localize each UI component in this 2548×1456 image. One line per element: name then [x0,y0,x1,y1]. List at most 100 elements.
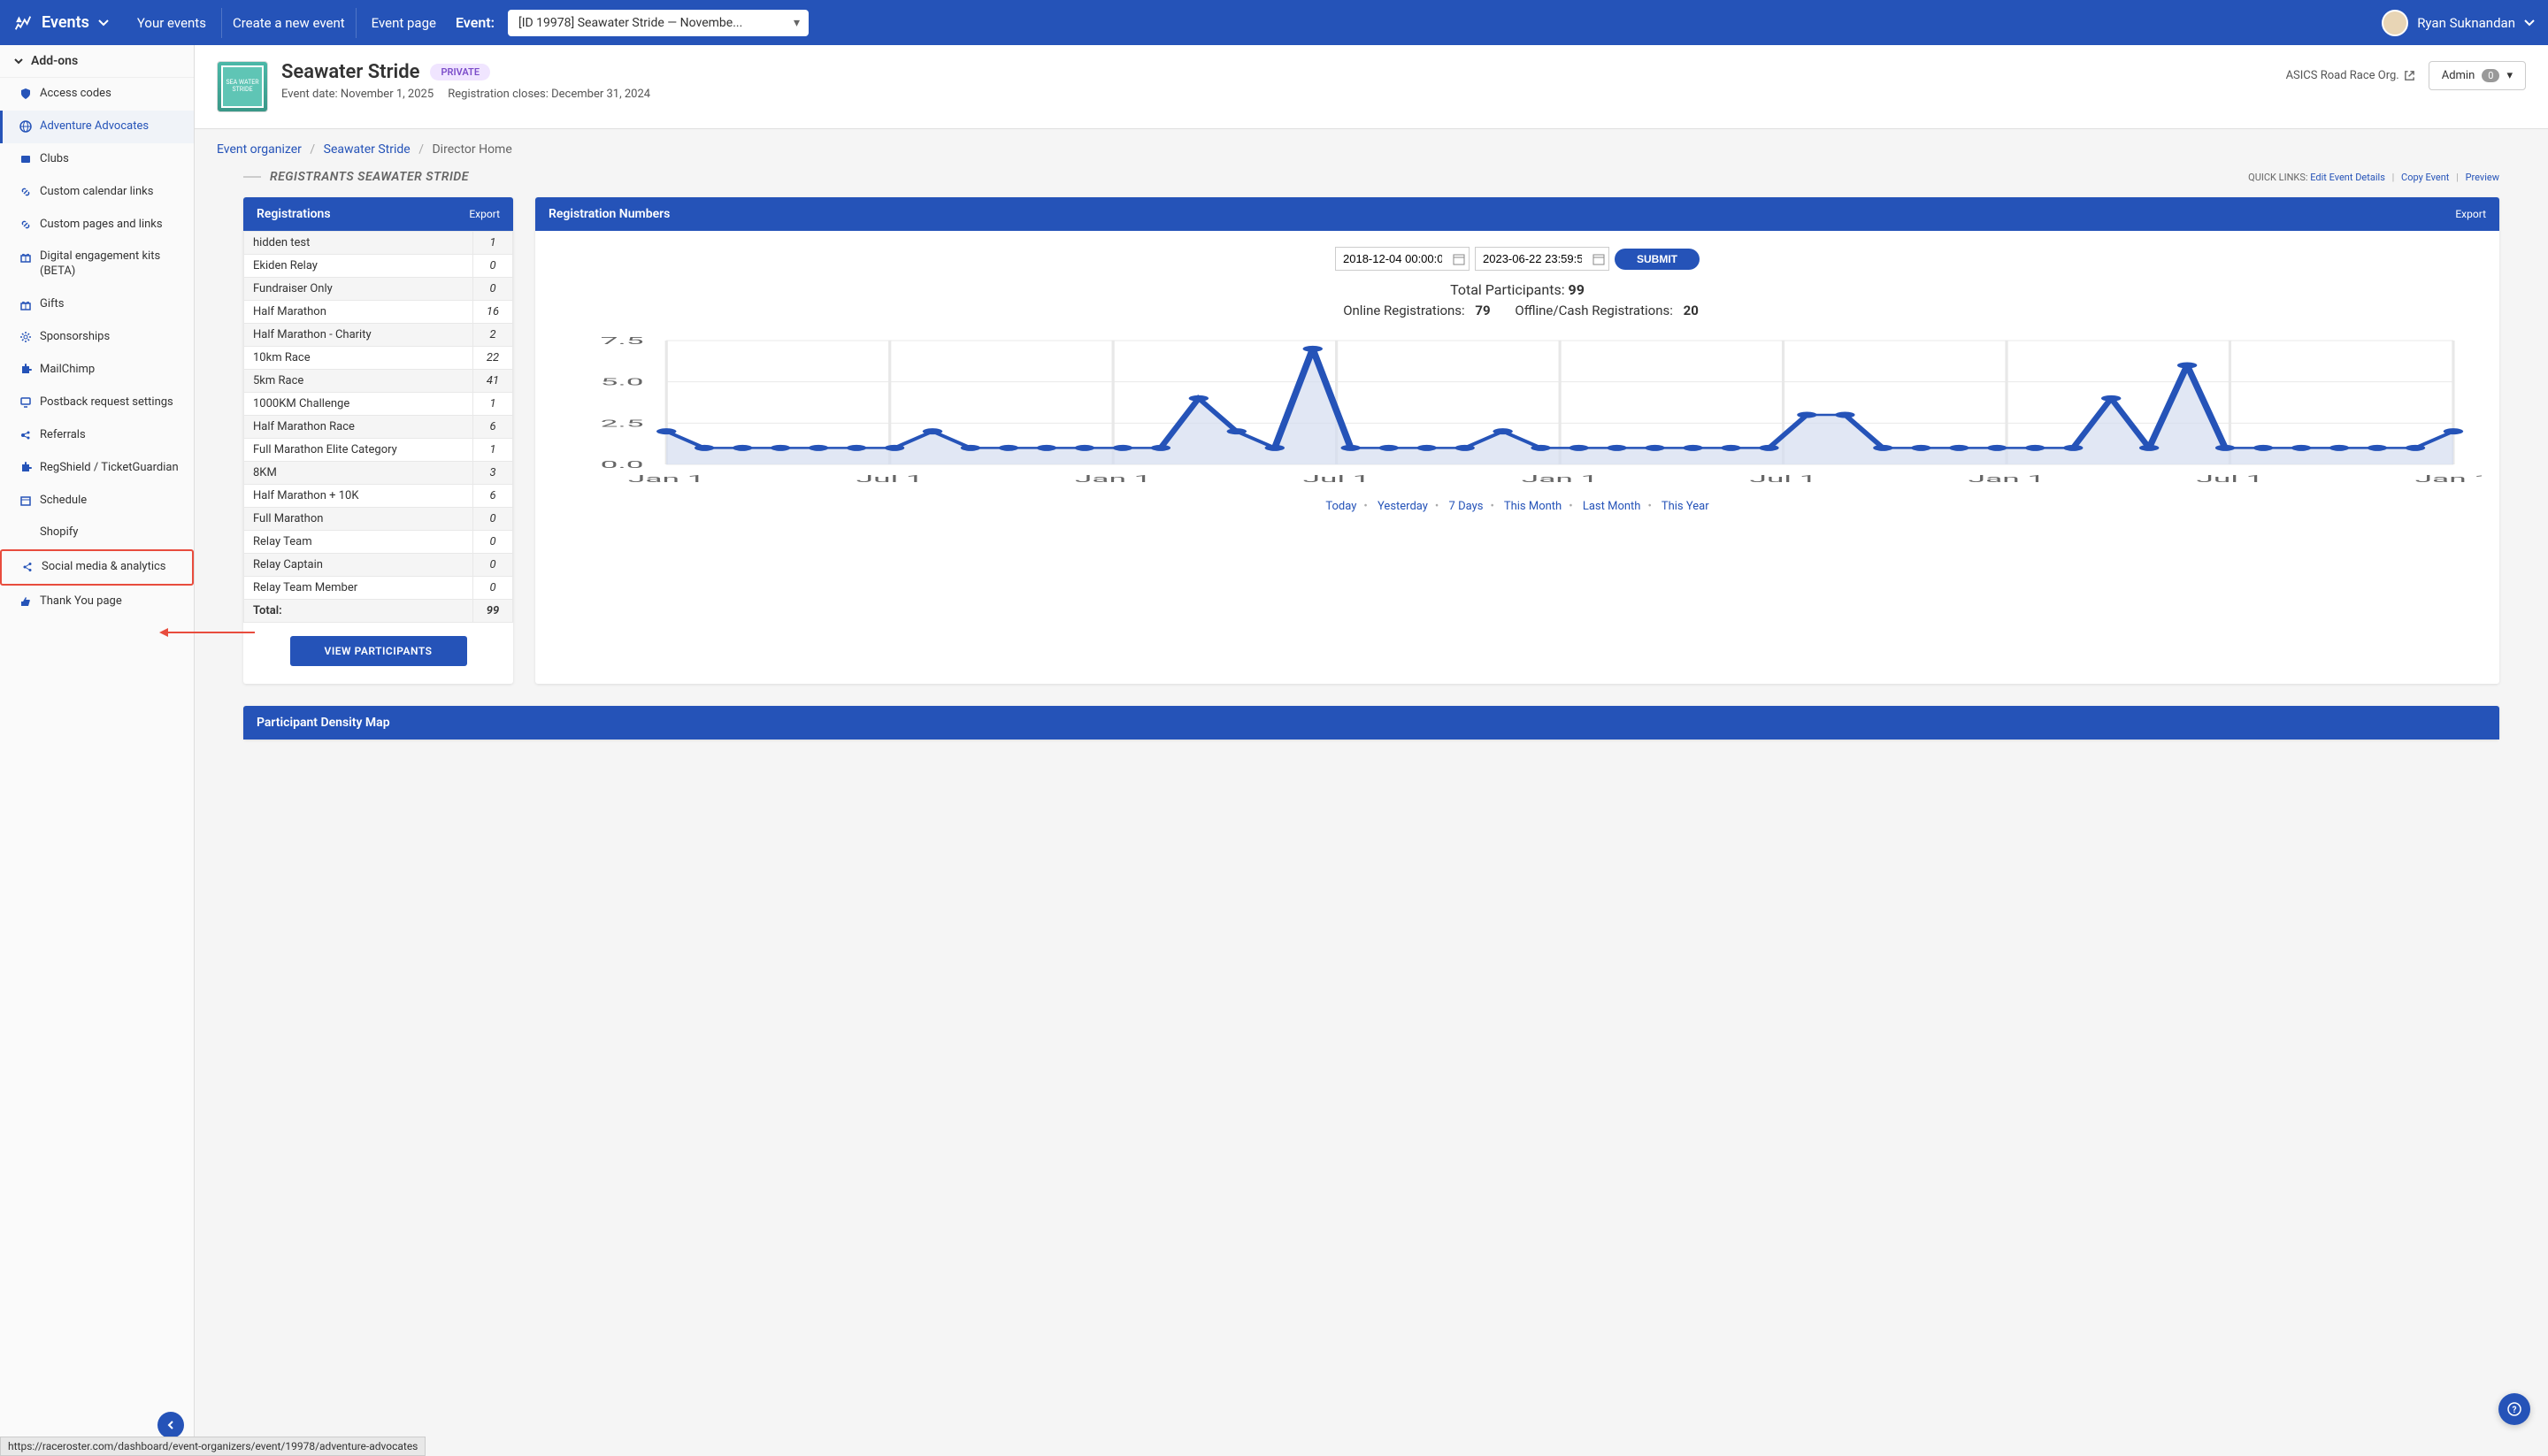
reg-name: Half Marathon [244,301,473,324]
sidebar-item[interactable]: Clubs [0,143,194,176]
sidebar-item[interactable]: Access codes [0,78,194,111]
chevron-down-icon [2524,19,2535,27]
reg-name: 1000KM Challenge [244,393,473,416]
edit-event-link[interactable]: Edit Event Details [2310,172,2385,183]
sidebar-item-label: Clubs [40,152,69,167]
range-7days[interactable]: 7 Days [1449,500,1484,513]
preview-link[interactable]: Preview [2466,172,2499,183]
range-thisyear[interactable]: This Year [1662,500,1709,513]
sidebar-item-label: Postback request settings [40,395,173,410]
reg-count: 1 [473,439,513,462]
quick-links: QUICK LINKS: Edit Event Details | Copy E… [2248,172,2499,183]
date-controls: SUBMIT [553,247,2482,271]
table-row: Ekiden Relay0 [244,255,513,278]
top-bar: Events Your events Create a new event Ev… [0,0,2548,45]
sidebar-item[interactable]: Schedule [0,485,194,517]
sidebar-item[interactable]: Adventure Advocates [0,111,194,143]
card-icon [19,153,32,165]
sidebar-item[interactable]: MailChimp [0,354,194,387]
table-row: Fundraiser Only0 [244,278,513,301]
reg-name: Half Marathon - Charity [244,324,473,347]
sidebar-item-label: Referrals [40,428,86,443]
reg-name: 10km Race [244,347,473,370]
sidebar-item[interactable]: Sponsorships [0,321,194,354]
sidebar-item[interactable]: RegShield / TicketGuardian [0,452,194,485]
reg-count: 0 [473,508,513,531]
sidebar-item[interactable]: Custom pages and links [0,209,194,241]
globe-icon [19,120,32,133]
date-from-input[interactable] [1335,247,1470,271]
sidebar-item[interactable]: Digital engagement kits (BETA) [0,241,194,288]
sidebar-item[interactable]: Referrals [0,419,194,452]
event-dropdown[interactable]: [ID 19978] Seawater Stride — Novembe... … [508,10,809,36]
sidebar-item-label: Shopify [40,525,78,540]
main-content: SEA WATER STRIDE Seawater Stride PRIVATE… [195,45,2548,1456]
sidebar-header[interactable]: Add-ons [0,45,194,78]
calendar-icon [1592,253,1605,265]
range-yesterday[interactable]: Yesterday [1378,500,1428,513]
export-link[interactable]: Export [469,208,500,220]
nav-event-page[interactable]: Event page [361,8,447,38]
private-badge: PRIVATE [430,64,490,80]
sidebar-collapse-button[interactable] [157,1412,184,1438]
reg-count: 6 [473,416,513,439]
breadcrumb-link[interactable]: Seawater Stride [324,142,411,157]
puzzle-icon [19,462,32,474]
svg-text:Jul 1: Jul 1 [1303,473,1370,485]
status-bar: https://raceroster.com/dashboard/event-o… [0,1437,426,1456]
reg-name: Half Marathon Race [244,416,473,439]
chevron-down-icon [98,19,109,27]
sidebar: Add-ons Access codes Adventure Advocates C… [0,45,195,1456]
org-link[interactable]: ASICS Road Race Org. [2286,69,2415,82]
card-header: Registrations Export [243,197,513,231]
reg-count: 22 [473,347,513,370]
svg-text:?: ? [2513,1406,2517,1415]
sidebar-item[interactable]: Thank You page [0,586,194,618]
top-nav: Your events Create a new event Event pag… [127,8,809,38]
svg-text:5.0: 5.0 [601,377,644,388]
reg-close: Registration closes: December 31, 2024 [448,88,650,101]
sidebar-item-label: MailChimp [40,363,95,378]
range-thismonth[interactable]: This Month [1504,500,1562,513]
reg-count: 3 [473,462,513,485]
range-today[interactable]: Today [1325,500,1356,513]
reg-name: Total: [244,600,473,623]
chevron-left-icon [166,1421,175,1429]
registration-breakdown: Online Registrations: 79 Offline/Cash Re… [553,303,2482,318]
help-button[interactable]: ? [2498,1393,2530,1425]
event-header: SEA WATER STRIDE Seawater Stride PRIVATE… [195,45,2548,129]
reg-count: 2 [473,324,513,347]
quick-links-label: QUICK LINKS: [2248,172,2307,183]
event-title: Seawater Stride [281,61,419,83]
sidebar-item[interactable]: Social media & analytics [0,549,194,586]
nav-create-event[interactable]: Create a new event [221,8,357,38]
range-lastmonth[interactable]: Last Month [1583,500,1641,513]
nav-your-events[interactable]: Your events [127,8,217,38]
shield-icon [19,88,32,100]
date-to-input[interactable] [1475,247,1609,271]
logo-area[interactable]: Events [13,13,109,33]
sidebar-item-label: Custom calendar links [40,185,153,200]
chevron-down-icon: ▾ [2506,69,2513,82]
copy-event-link[interactable]: Copy Event [2401,172,2449,183]
sidebar-item-label: Access codes [40,87,111,102]
table-row: Relay Team0 [244,531,513,554]
sidebar-item[interactable]: Gifts [0,288,194,321]
table-row: 1000KM Challenge1 [244,393,513,416]
export-link[interactable]: Export [2455,208,2486,220]
breadcrumb-link[interactable]: Event organizer [217,142,302,157]
reg-name: 5km Race [244,370,473,393]
user-menu[interactable]: Ryan Suknandan [2382,10,2535,36]
admin-button[interactable]: Admin 0 ▾ [2429,61,2526,90]
thumb-text: SEA WATER STRIDE [221,65,264,108]
sidebar-item[interactable]: Postback request settings [0,387,194,419]
view-participants-button[interactable]: VIEW PARTICIPANTS [290,636,467,666]
chevron-down-icon: ▾ [794,16,800,30]
submit-button[interactable]: SUBMIT [1615,249,1700,270]
user-name: Ryan Suknandan [2417,15,2515,31]
sidebar-item[interactable]: Shopify [0,517,194,549]
sidebar-item[interactable]: Custom calendar links [0,176,194,209]
table-row: Total:99 [244,600,513,623]
monitor-icon [19,396,32,409]
table-row: 10km Race22 [244,347,513,370]
